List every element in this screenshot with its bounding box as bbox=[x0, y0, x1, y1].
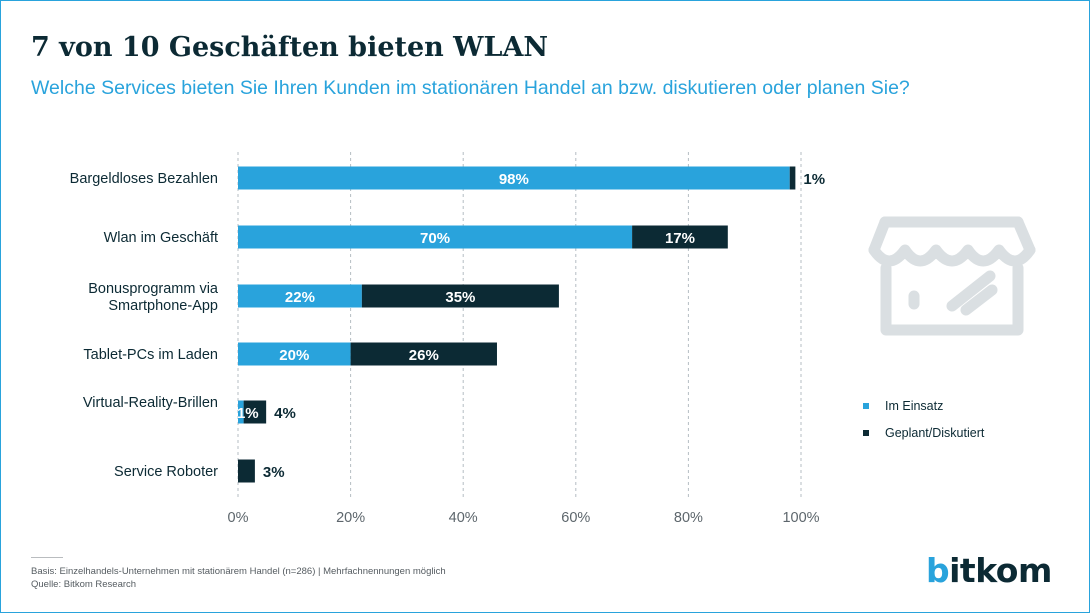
category-label: Bonusprogramm via Smartphone-App bbox=[88, 281, 219, 314]
data-label-geplant: 4% bbox=[274, 405, 296, 422]
x-tick-label: 60% bbox=[561, 510, 590, 526]
bitkom-logo: bitkom bbox=[926, 551, 1052, 590]
bar-geplant bbox=[243, 400, 267, 424]
legend-swatch bbox=[863, 403, 869, 409]
bar-im-einsatz bbox=[238, 225, 633, 249]
x-tick-label: 0% bbox=[228, 510, 249, 526]
data-label-im-einsatz: 22% bbox=[285, 289, 315, 306]
chart-title: 7 von 10 Geschäften bieten WLAN bbox=[31, 32, 549, 63]
bar-im-einsatz bbox=[238, 284, 362, 308]
chart-subtitle: Welche Services bieten Sie Ihren Kunden … bbox=[31, 77, 910, 99]
bar-geplant bbox=[632, 225, 728, 249]
data-label-geplant: 17% bbox=[665, 230, 695, 247]
bar-im-einsatz bbox=[238, 166, 790, 190]
legend-label: Geplant/Diskutiert bbox=[885, 426, 985, 440]
data-label-geplant: 1% bbox=[803, 171, 825, 188]
data-label-geplant: 35% bbox=[445, 289, 475, 306]
x-tick-label: 40% bbox=[449, 510, 478, 526]
data-label-im-einsatz: 1% bbox=[237, 405, 259, 422]
data-label-im-einsatz: 98% bbox=[499, 171, 529, 188]
bar-geplant bbox=[361, 284, 559, 308]
category-label: Virtual-Reality-Brillen bbox=[83, 395, 218, 411]
legend-label: Im Einsatz bbox=[885, 399, 943, 413]
bar-geplant bbox=[789, 166, 796, 190]
legend-swatch bbox=[863, 430, 869, 436]
data-label-geplant: 3% bbox=[263, 464, 285, 481]
bar-geplant bbox=[238, 459, 255, 483]
source-note: Quelle: Bitkom Research bbox=[31, 579, 137, 590]
storefront-icon bbox=[868, 216, 1036, 336]
footer-divider bbox=[31, 557, 63, 558]
footnote: Basis: Einzelhandels-Unternehmen mit sta… bbox=[31, 566, 446, 577]
bar-im-einsatz bbox=[238, 400, 244, 424]
x-tick-label: 100% bbox=[782, 510, 819, 526]
bar-geplant bbox=[350, 342, 497, 366]
bar-im-einsatz bbox=[238, 342, 351, 366]
x-tick-label: 20% bbox=[336, 510, 365, 526]
category-label: Wlan im Geschäft bbox=[104, 230, 218, 246]
data-label-im-einsatz: 20% bbox=[279, 347, 309, 364]
category-label: Service Roboter bbox=[114, 464, 218, 480]
data-label-im-einsatz: 70% bbox=[420, 230, 450, 247]
category-label: Tablet-PCs im Laden bbox=[83, 347, 218, 363]
x-tick-label: 80% bbox=[674, 510, 703, 526]
category-label: Bargeldloses Bezahlen bbox=[70, 171, 218, 187]
data-label-geplant: 26% bbox=[409, 347, 439, 364]
